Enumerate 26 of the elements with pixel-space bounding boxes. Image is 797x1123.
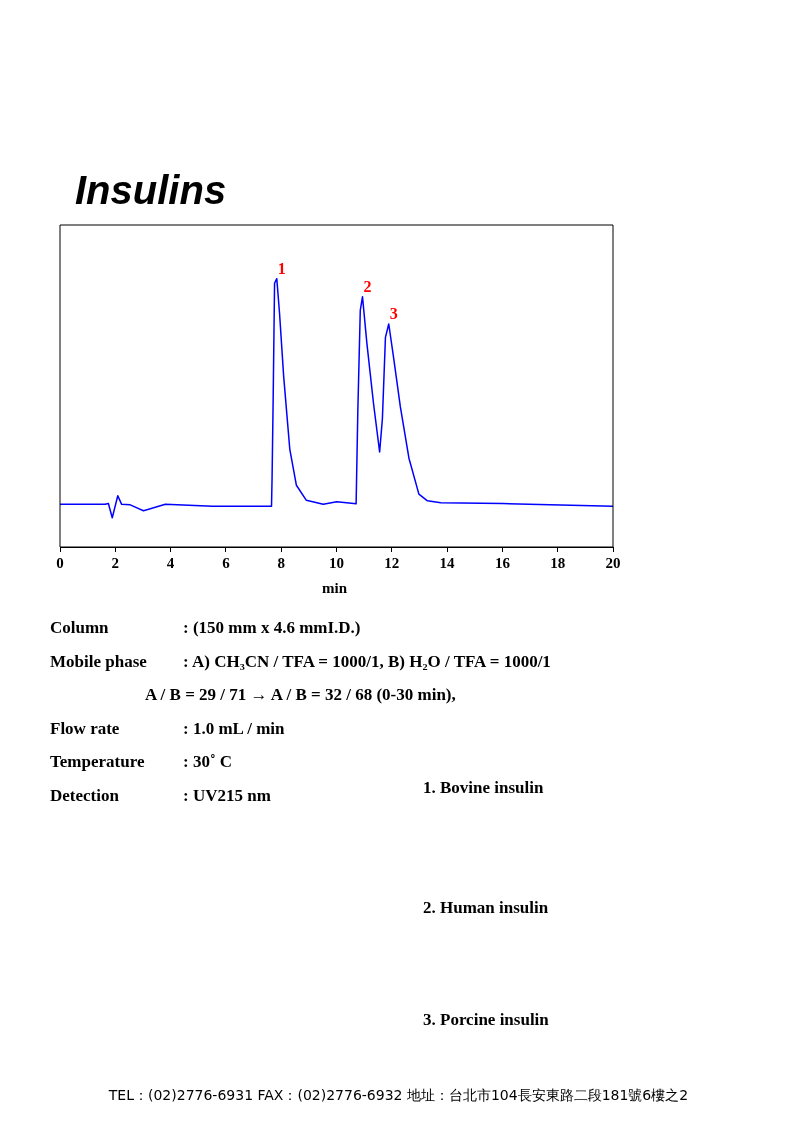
x-tick-label: 8	[277, 554, 285, 571]
annotation: 3	[389, 305, 398, 323]
text: A / B = 29 / 71 → A / B = 32 / 68 (0-30 min),	[144, 685, 457, 707]
x-tick-label: 0	[56, 554, 64, 571]
text: Flow rate : 1.0 mL / min	[50, 718, 285, 738]
text: Detection : UV215 nm	[50, 785, 271, 805]
x-tick-label: 14	[439, 554, 456, 571]
text: 2. Human insulin	[423, 898, 549, 918]
text: 3. Porcine insulin	[423, 1010, 549, 1030]
x-tick-label: 18	[550, 554, 566, 571]
x-tick-label: 10	[329, 554, 344, 571]
annotation: 2	[363, 277, 372, 295]
text: TEL：(02)2776-6931 FAX：(02)2776-6932 地址：台北市104長安東路二段181號6樓之2	[107, 1087, 690, 1105]
chart-title: Insulins	[75, 168, 227, 213]
annotation: 1	[277, 259, 286, 277]
x-tick-label: 6	[222, 554, 231, 571]
x-tick-label: 4	[166, 554, 175, 571]
x-tick-label: 2	[111, 554, 120, 571]
text: Temperature : 30˚ C	[50, 752, 233, 772]
text: Column : (150 mm x 4.6 mmI.D.)	[50, 618, 361, 637]
x-axis-title: min	[322, 580, 348, 597]
x-tick-label: 12	[384, 554, 400, 571]
text: Mobile phase : A) CH₃CN / TFA = 1000/1, B) H₂O / TFA = 1000/1	[50, 651, 551, 671]
x-tick-label: 16	[494, 554, 511, 571]
text: 1. Bovine insulin	[423, 778, 544, 798]
x-tick-label: 20	[605, 554, 621, 571]
